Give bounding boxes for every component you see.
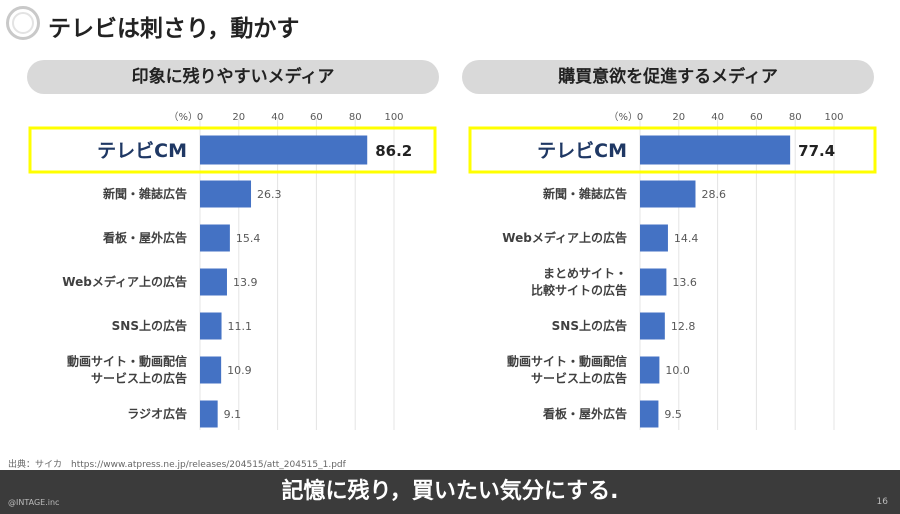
purchase-category-label: 新聞・雑誌広告 bbox=[543, 186, 627, 201]
purchase-value-label: 77.4 bbox=[798, 142, 835, 160]
impression-category-label: 動画サイト・動画配信サービス上の広告 bbox=[67, 354, 187, 386]
purchase-value-label: 13.6 bbox=[672, 276, 697, 289]
purchase-category-label: SNS上の広告 bbox=[552, 318, 627, 333]
impression-category-label: テレビCM bbox=[97, 140, 187, 162]
copyright: @INTAGE.inc bbox=[8, 498, 60, 507]
impression-tick-label: 100 bbox=[384, 112, 403, 123]
slide-logo-circle bbox=[6, 6, 40, 40]
purchase-category-label: Webメディア上の広告 bbox=[502, 230, 627, 245]
purchase-bar bbox=[640, 356, 660, 384]
purchase-highlight-frame bbox=[468, 126, 877, 174]
footer-message: 記憶に残り，買いたい気分にする. bbox=[281, 479, 619, 504]
purchase-value-label: 12.8 bbox=[671, 320, 696, 333]
impression-value-label: 11.1 bbox=[228, 320, 253, 333]
purchase-bar bbox=[640, 400, 659, 428]
purchase-media-chart: 0 20 40 60 80 100 （%） 77.4 テレビCM 28.6 新聞・雑誌広告 14.4 W… bbox=[468, 111, 877, 430]
purchase-tick-label: 60 bbox=[750, 112, 763, 123]
impression-highlight-frame bbox=[28, 126, 437, 174]
impression-tick-label: 40 bbox=[271, 112, 284, 123]
left-chart-title: 印象に残りやすいメディア bbox=[27, 60, 439, 94]
impression-unit-label: （%） bbox=[168, 111, 198, 123]
impression-value-label: 26.3 bbox=[257, 188, 282, 201]
impression-category-label: 新聞・雑誌広告 bbox=[103, 186, 187, 201]
impression-bar bbox=[200, 224, 230, 252]
impression-category-label: 看板・屋外広告 bbox=[103, 230, 187, 245]
purchase-tick-label: 40 bbox=[711, 112, 724, 123]
impression-bar bbox=[200, 312, 222, 340]
impression-bar bbox=[200, 268, 227, 296]
purchase-bar bbox=[640, 180, 696, 208]
purchase-category-label: まとめサイト・比較サイトの広告 bbox=[531, 267, 627, 298]
purchase-tick-label: 0 bbox=[637, 112, 643, 123]
impression-bar bbox=[200, 356, 222, 384]
purchase-bar bbox=[640, 312, 665, 340]
impression-tick-label: 60 bbox=[310, 112, 323, 123]
purchase-bar bbox=[640, 135, 791, 165]
impression-media-chart: 0 20 40 60 80 100 （%） 86.2 テレビCM 26.3 新聞・雑誌広告 15.4 看… bbox=[28, 111, 437, 430]
purchase-tick-label: 20 bbox=[672, 112, 685, 123]
purchase-value-label: 9.5 bbox=[664, 408, 682, 421]
purchase-value-label: 14.4 bbox=[674, 232, 699, 245]
right-chart-title: 購買意欲を促進するメディア bbox=[462, 60, 874, 94]
impression-value-label: 13.9 bbox=[233, 276, 258, 289]
impression-value-label: 10.9 bbox=[227, 364, 252, 377]
footer-bar: 記憶に残り，買いたい気分にする. @INTAGE.inc 16 bbox=[0, 470, 900, 514]
purchase-value-label: 10.0 bbox=[665, 364, 690, 377]
purchase-bar bbox=[640, 224, 668, 252]
impression-category-label: Webメディア上の広告 bbox=[62, 274, 187, 289]
impression-tick-label: 0 bbox=[197, 112, 203, 123]
impression-tick-label: 20 bbox=[232, 112, 245, 123]
purchase-category-label: 動画サイト・動画配信サービス上の広告 bbox=[507, 354, 627, 386]
page-number: 16 bbox=[876, 497, 888, 507]
purchase-category-label: 看板・屋外広告 bbox=[543, 406, 627, 421]
impression-bar bbox=[200, 180, 252, 208]
purchase-category-label: テレビCM bbox=[537, 140, 627, 162]
source-citation: 出典：サイカ https://www.atpress.ne.jp/release… bbox=[8, 460, 346, 470]
impression-value-label: 9.1 bbox=[224, 408, 242, 421]
impression-value-label: 15.4 bbox=[236, 232, 261, 245]
purchase-bar bbox=[640, 268, 667, 296]
purchase-value-label: 28.6 bbox=[701, 188, 726, 201]
impression-bar bbox=[200, 400, 218, 428]
impression-bar bbox=[200, 135, 368, 165]
impression-tick-label: 80 bbox=[349, 112, 362, 123]
impression-value-label: 86.2 bbox=[375, 142, 412, 160]
purchase-tick-label: 100 bbox=[824, 112, 843, 123]
impression-category-label: SNS上の広告 bbox=[112, 318, 187, 333]
slide-title: テレビは刺さり，動かす bbox=[48, 16, 300, 42]
impression-category-label: ラジオ広告 bbox=[127, 406, 187, 421]
purchase-unit-label: （%） bbox=[608, 111, 638, 123]
purchase-tick-label: 80 bbox=[789, 112, 802, 123]
